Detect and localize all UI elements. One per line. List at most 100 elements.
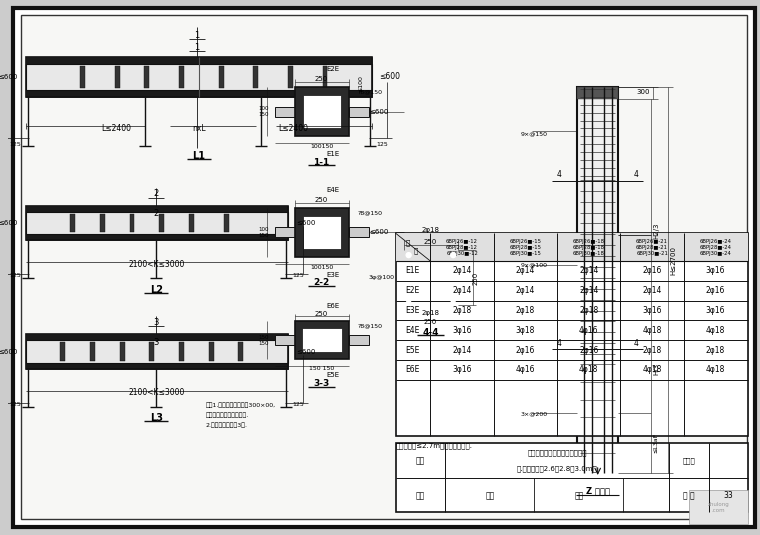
Bar: [302, 328, 342, 352]
Bar: [223, 213, 229, 232]
Bar: [90, 342, 95, 361]
Text: 3φ18: 3φ18: [516, 326, 535, 335]
Bar: [295, 208, 350, 257]
Text: E4E: E4E: [405, 326, 420, 335]
Text: 图名: 图名: [416, 456, 425, 465]
Text: 城乡道路管线出入口防倒塑棚梶: 城乡道路管线出入口防倒塑棚梶: [527, 450, 587, 456]
Bar: [295, 322, 350, 359]
Bar: [275, 106, 295, 117]
Text: 注：1.梁平面筋水平间距300×00,: 注：1.梁平面筋水平间距300×00,: [206, 403, 276, 408]
Text: 100
150: 100 150: [258, 227, 268, 238]
Text: 2φ16: 2φ16: [579, 346, 598, 355]
Bar: [26, 234, 288, 240]
Bar: [404, 250, 458, 304]
Bar: [275, 335, 295, 345]
Text: 1-1: 1-1: [313, 158, 330, 166]
Bar: [350, 227, 369, 238]
Bar: [253, 66, 258, 88]
Text: E4E: E4E: [327, 187, 340, 193]
Text: 4: 4: [556, 171, 562, 179]
Bar: [179, 66, 184, 88]
Text: L≤2400: L≤2400: [278, 124, 308, 133]
Bar: [26, 205, 288, 211]
Bar: [26, 334, 288, 340]
Text: L≤2400: L≤2400: [102, 124, 131, 133]
Text: 2φ16: 2φ16: [706, 286, 725, 295]
Text: 3φ16: 3φ16: [706, 266, 725, 276]
Text: 2φ14: 2φ14: [452, 266, 472, 276]
Text: 设计: 设计: [575, 491, 584, 500]
Bar: [577, 463, 619, 473]
Text: 2φ14: 2φ14: [579, 266, 598, 276]
Text: 6BPJ26■-15
6BPJ28■-15
6BPJ30■-15: 6BPJ26■-15 6BPJ28■-15 6BPJ30■-15: [509, 239, 541, 256]
Bar: [396, 443, 748, 513]
Bar: [80, 66, 85, 88]
Text: 2φ14: 2φ14: [516, 286, 535, 295]
Bar: [26, 363, 288, 369]
Text: 3φ16: 3φ16: [642, 306, 662, 315]
Text: 6BPJ26■-24
6BPJ28■-24
6BPJ30■-24: 6BPJ26■-24 6BPJ28■-24 6BPJ30■-24: [699, 239, 731, 256]
Text: ≤L3aF: ≤L3aF: [654, 433, 659, 453]
Text: Z 柱配筋: Z 柱配筋: [586, 486, 610, 495]
Bar: [239, 342, 243, 361]
Text: 3φ16: 3φ16: [452, 365, 472, 374]
Text: 更 次: 更 次: [683, 491, 695, 500]
Text: 某.建筑（开间2.6、2.8、3.0m）: 某.建筑（开间2.6、2.8、3.0m）: [517, 465, 597, 472]
Text: E5E: E5E: [327, 372, 340, 378]
Text: E2E: E2E: [406, 286, 420, 295]
Text: 2φ14: 2φ14: [642, 286, 662, 295]
Bar: [26, 334, 288, 369]
Text: 300: 300: [636, 89, 650, 95]
Bar: [149, 342, 154, 361]
Bar: [26, 205, 288, 240]
Text: 150 150: 150 150: [309, 366, 334, 371]
Text: 6BPJ26■-18
6BPJ28■-18
6BPJ30■-18: 6BPJ26■-18 6BPJ28■-18 6BPJ30■-18: [573, 239, 605, 256]
Text: 125: 125: [376, 142, 388, 147]
Bar: [209, 342, 214, 361]
Text: E1E: E1E: [327, 151, 340, 157]
Text: 2φ18: 2φ18: [421, 227, 439, 233]
Bar: [396, 233, 748, 261]
Text: zhulong
.com: zhulong .com: [708, 502, 730, 513]
Bar: [129, 213, 135, 232]
Bar: [322, 66, 328, 88]
Text: 校对: 校对: [485, 491, 495, 500]
Bar: [302, 216, 341, 249]
Text: ?8@150: ?8@150: [357, 323, 382, 328]
Text: 3φ16: 3φ16: [452, 326, 472, 335]
Text: ≤600: ≤600: [0, 349, 17, 355]
Bar: [302, 95, 341, 128]
Bar: [26, 57, 372, 64]
Text: 种: 种: [413, 248, 418, 255]
Text: E5E: E5E: [405, 346, 420, 355]
Text: 注：当层高≤2.7m时，本表均通用.: 注：当层高≤2.7m时，本表均通用.: [396, 443, 473, 449]
Text: H2/3: H2/3: [653, 222, 659, 239]
Text: 2φ18: 2φ18: [642, 346, 662, 355]
Text: 2φ14: 2φ14: [516, 266, 535, 276]
Bar: [100, 213, 105, 232]
Text: 1: 1: [195, 31, 199, 40]
Text: 4φ16: 4φ16: [516, 365, 535, 374]
Text: 4φ18: 4φ18: [579, 365, 598, 374]
Text: 4φ18: 4φ18: [706, 365, 725, 374]
Text: 4φ18: 4φ18: [706, 326, 725, 335]
Text: H/3: H/3: [653, 363, 659, 375]
Circle shape: [451, 297, 456, 302]
Text: 2φ16: 2φ16: [642, 266, 662, 276]
Text: 3-3: 3-3: [313, 379, 330, 388]
Bar: [26, 340, 288, 363]
Text: 100150: 100150: [310, 144, 333, 149]
Text: ≤100: ≤100: [359, 75, 363, 93]
Text: 图集号: 图集号: [682, 457, 695, 464]
Text: 4: 4: [556, 339, 562, 348]
Text: 9×@100: 9×@100: [520, 263, 547, 268]
Text: 250: 250: [424, 239, 437, 245]
Text: 125: 125: [292, 402, 304, 407]
Text: E6E: E6E: [327, 303, 340, 309]
Bar: [577, 87, 619, 99]
Text: 2φ18: 2φ18: [579, 306, 598, 315]
Bar: [119, 342, 125, 361]
Text: 单位: 单位: [416, 491, 425, 500]
Text: 2φ14: 2φ14: [452, 286, 472, 295]
Bar: [26, 57, 372, 97]
